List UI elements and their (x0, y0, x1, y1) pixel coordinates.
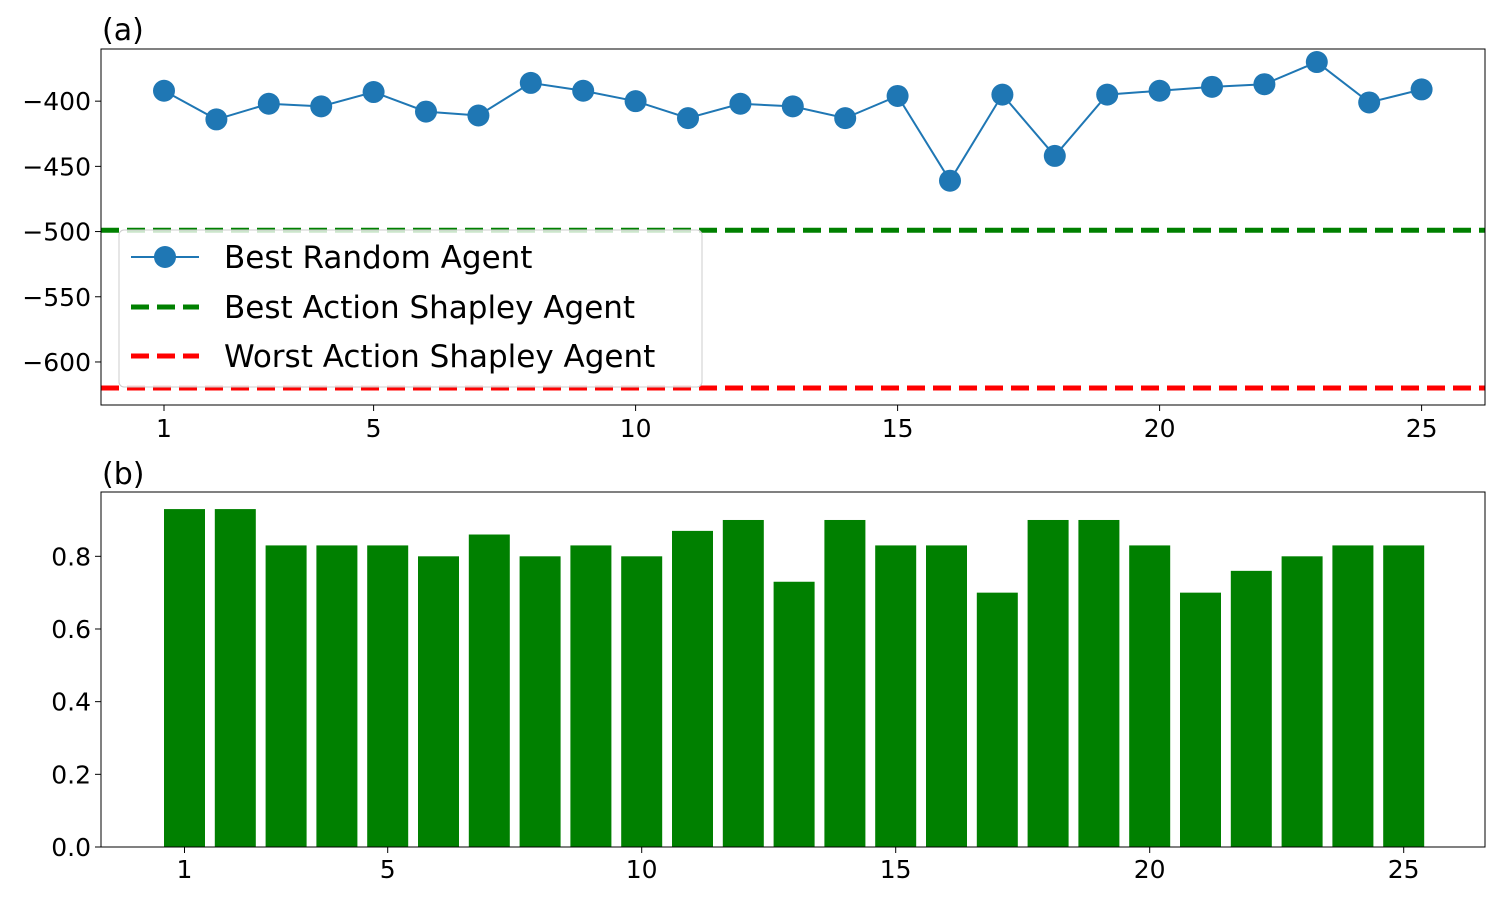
bar (722, 519, 764, 847)
data-point (834, 107, 857, 130)
panel-a-label: (a) (102, 13, 144, 48)
bar (672, 530, 713, 847)
bar (570, 545, 612, 847)
bar (1383, 545, 1425, 847)
bar (773, 581, 815, 847)
bar (1332, 545, 1374, 847)
panel-b-bar-chart: (b) 1 5 10 15 20 250.00.20.40.60.8 (51, 457, 1486, 884)
data-point (362, 81, 385, 104)
y-tick-label: −550 (22, 283, 91, 312)
bar (418, 556, 459, 847)
data-point (991, 83, 1014, 106)
legend-label-random: Best Random Agent (224, 240, 532, 276)
data-point (886, 84, 909, 107)
data-point (310, 95, 333, 118)
x-tick-label: 15 (882, 414, 914, 443)
data-point (781, 95, 804, 118)
bar (164, 509, 205, 847)
panel-a-series-group (101, 51, 1485, 391)
x-tick-label: 5 (366, 414, 382, 443)
y-tick-label: 0.4 (51, 688, 91, 717)
data-point (467, 104, 490, 127)
data-point (1410, 78, 1433, 101)
x-tick-label: 20 (1134, 855, 1166, 884)
bar (1129, 545, 1171, 847)
panel-a-legend: Best Random Agent Best Action Shapley Ag… (118, 229, 703, 388)
legend-box (118, 229, 703, 388)
y-tick-label: −400 (22, 87, 91, 116)
y-tick-label: 0.6 (51, 615, 91, 644)
y-tick-label: 0.8 (51, 542, 91, 571)
bar (621, 556, 663, 847)
bar (468, 534, 510, 847)
panel-b-label: (b) (102, 457, 144, 492)
panel-a-frame (100, 48, 1486, 406)
bar (367, 545, 409, 847)
data-point (1305, 51, 1328, 74)
data-point (1148, 79, 1171, 102)
legend-label-best-shapley: Best Action Shapley Agent (224, 290, 635, 326)
panel-b-frame (100, 491, 1486, 848)
data-point (624, 90, 647, 113)
data-point (572, 79, 595, 102)
series-line-best-random (163, 60, 1422, 183)
data-point (153, 79, 175, 102)
bar (1230, 570, 1272, 847)
bar (1180, 592, 1221, 847)
y-tick-label: −450 (22, 152, 91, 181)
panel-b-ticks: 1 5 10 15 20 250.00.20.40.60.8 (51, 542, 1419, 884)
bar (926, 545, 967, 847)
data-point (939, 169, 961, 192)
x-tick-label: 20 (1144, 414, 1176, 443)
x-tick-label: 10 (626, 855, 658, 884)
data-point (205, 108, 228, 131)
panel-a-ticks: 1 5 10 15 20 25−400−450−500−550−600 (22, 87, 1437, 443)
legend-label-worst-shapley: Worst Action Shapley Agent (224, 339, 655, 375)
x-tick-label: 1 (156, 414, 172, 443)
x-tick-label: 25 (1406, 414, 1438, 443)
data-point (415, 100, 437, 123)
data-point (1358, 91, 1381, 114)
y-tick-label: 0.0 (51, 833, 91, 862)
panel-a-line-chart: (a) 1 5 10 15 20 25−400−450−500−550−600 Best … (22, 13, 1486, 443)
bar (875, 545, 917, 847)
x-tick-label: 10 (620, 414, 652, 443)
data-point (257, 92, 280, 115)
y-tick-label: −600 (22, 348, 91, 377)
data-point (1201, 75, 1223, 98)
data-point (1253, 73, 1276, 96)
data-point (1096, 83, 1119, 106)
data-point (1043, 144, 1066, 167)
bar (519, 556, 561, 847)
data-point (729, 92, 752, 115)
data-point (677, 107, 699, 130)
bar (1027, 519, 1069, 847)
x-tick-label: 15 (880, 855, 912, 884)
x-tick-label: 25 (1388, 855, 1420, 884)
legend-marker-random (154, 246, 176, 268)
bar (316, 545, 358, 847)
bar (976, 592, 1018, 847)
bar (214, 509, 256, 847)
bar (824, 519, 866, 847)
x-tick-label: 5 (380, 855, 396, 884)
bar (1281, 556, 1323, 847)
bar (265, 545, 307, 847)
x-tick-label: 1 (177, 855, 193, 884)
y-tick-label: −500 (22, 218, 91, 247)
panel-b-bars (164, 509, 1425, 847)
y-tick-label: 0.2 (51, 760, 91, 789)
data-point (519, 71, 542, 94)
bar (1078, 519, 1120, 847)
